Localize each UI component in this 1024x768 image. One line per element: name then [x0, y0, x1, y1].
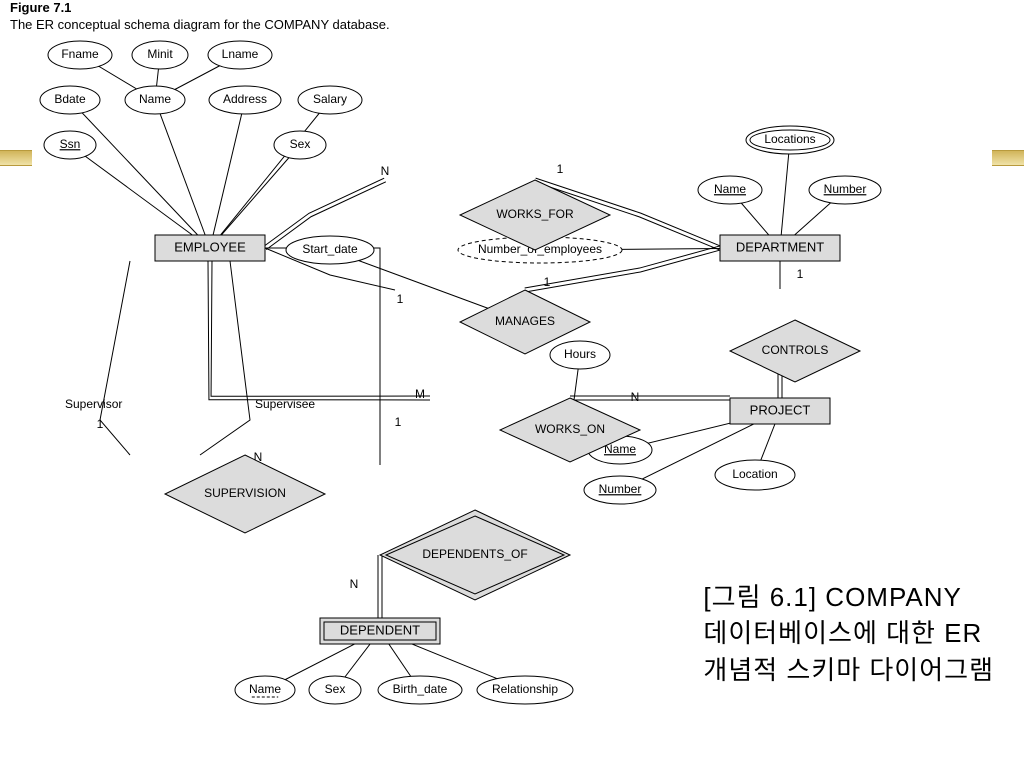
attribute-label: Ssn: [60, 137, 81, 151]
entity-label: EMPLOYEE: [174, 239, 246, 254]
caption-line: [그림 6.1] COMPANY: [703, 579, 994, 615]
cardinality-label: 1: [395, 415, 402, 429]
entity-label: PROJECT: [750, 402, 811, 417]
cardinality-label: 1: [557, 162, 564, 176]
relationship-label: MANAGES: [495, 314, 555, 328]
cardinality-label: 1: [397, 292, 404, 306]
attribute-label: Sex: [290, 137, 311, 151]
caption-korean: [그림 6.1] COMPANY 데이터베이스에 대한 ER 개념적 스키마 다…: [703, 579, 994, 688]
cardinality-label: N: [381, 164, 390, 178]
cardinality-label: M: [415, 387, 425, 401]
caption-line: 데이터베이스에 대한 ER: [703, 615, 994, 651]
attribute-label: Relationship: [492, 682, 558, 696]
cardinality-label: 1: [97, 417, 104, 431]
attr-edge: [70, 100, 210, 248]
relationship-label: DEPENDENTS_OF: [422, 547, 527, 561]
entity-label: DEPARTMENT: [736, 239, 824, 254]
role-label: Supervisor: [65, 397, 122, 411]
attribute-label: Minit: [147, 47, 173, 61]
attribute-label: Name: [249, 682, 281, 696]
caption-line: 개념적 스키마 다이어그램: [703, 652, 994, 688]
attribute-label: Bdate: [54, 92, 86, 106]
participation-line: [265, 248, 380, 465]
cardinality-label: 1: [544, 275, 551, 289]
attribute-label: Name: [714, 182, 746, 196]
cardinality-label: N: [350, 577, 359, 591]
attribute-label: Locations: [764, 132, 815, 146]
attribute-label: Birth_date: [393, 682, 448, 696]
participation-line: [211, 261, 430, 396]
attribute-label: Fname: [61, 47, 99, 61]
relationship-label: WORKS_FOR: [496, 207, 574, 221]
cardinality-label: N: [631, 390, 640, 404]
attribute-label: Number: [824, 182, 867, 196]
participation-line: [208, 261, 430, 400]
attribute-label: Location: [732, 467, 777, 481]
attribute-label: Number: [599, 482, 642, 496]
relationship-label: WORKS_ON: [535, 422, 605, 436]
relationship-label: CONTROLS: [762, 343, 829, 357]
attribute-label: Address: [223, 92, 267, 106]
cardinality-label: 1: [797, 267, 804, 281]
participation-line: [200, 261, 250, 455]
attribute-label: Lname: [222, 47, 259, 61]
entity-label: DEPENDENT: [340, 622, 420, 637]
attribute-label: Hours: [564, 347, 596, 361]
relationship-label: SUPERVISION: [204, 486, 286, 500]
attr-edge: [780, 140, 790, 248]
role-label: Supervisee: [255, 397, 315, 411]
attr-edge: [210, 145, 300, 248]
attr-edge: [70, 145, 210, 248]
attr-edge: [155, 100, 210, 248]
participation-line: [100, 261, 130, 455]
attribute-label: Name: [139, 92, 171, 106]
attribute-label: Salary: [313, 92, 347, 106]
attribute-label: Start_date: [302, 242, 358, 256]
attribute-label: Sex: [325, 682, 346, 696]
